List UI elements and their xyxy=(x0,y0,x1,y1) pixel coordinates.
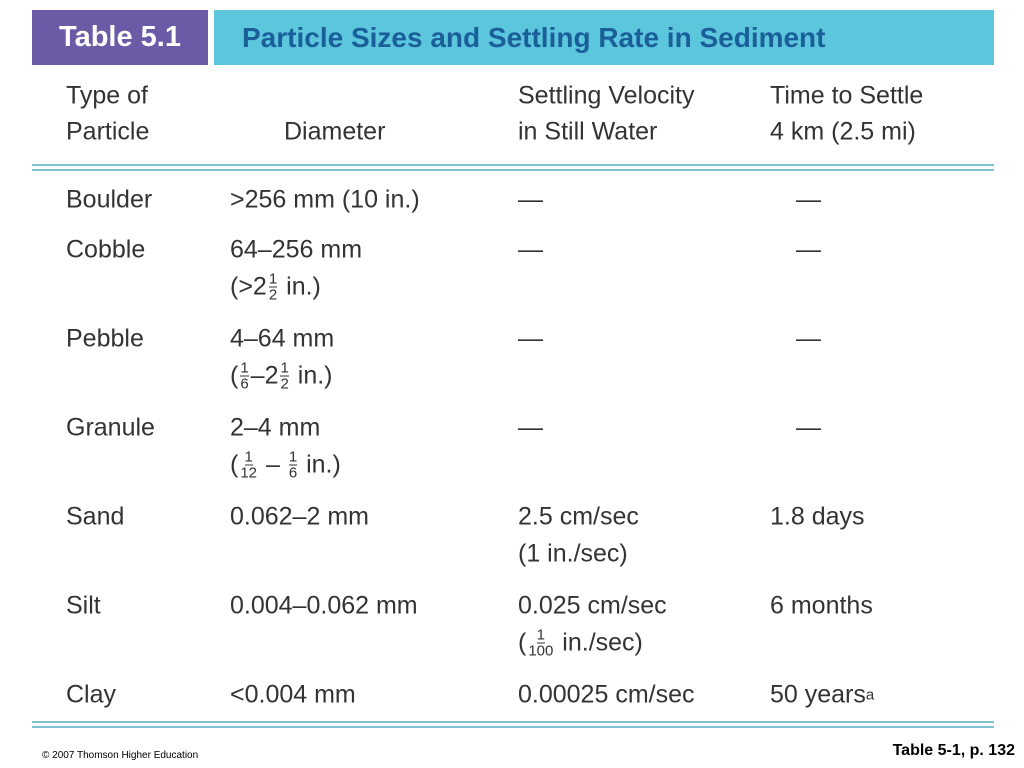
fraction: 1 100 xyxy=(528,628,553,659)
table-cell: (1 in./sec) xyxy=(518,539,628,568)
table-cell: (1 6 –2 1 2 in.) xyxy=(230,361,333,392)
table-cell: Sand xyxy=(66,502,125,531)
table-cell: 6 months xyxy=(770,591,873,620)
table-cell: 2.5 cm/sec xyxy=(518,502,639,531)
table-cell: — xyxy=(518,413,543,442)
denominator: 6 xyxy=(288,464,298,482)
table-cell: 4–64 mm xyxy=(230,324,335,353)
text: in.) xyxy=(290,361,333,390)
column-header: Settling Velocity xyxy=(518,81,695,110)
table-cell: — xyxy=(518,185,543,214)
numerator: 1 xyxy=(268,270,278,288)
text: ( xyxy=(518,628,527,657)
table-cell: 50 years a xyxy=(770,681,874,710)
table-cell: Clay xyxy=(66,680,117,709)
denominator: 2 xyxy=(280,375,289,393)
column-header: Particle xyxy=(66,117,150,146)
table-cell: <0.004 mm xyxy=(230,680,356,709)
column-header: in Still Water xyxy=(518,117,658,146)
text: in.) xyxy=(299,450,341,479)
text: ( xyxy=(230,450,239,479)
table-cell: Boulder xyxy=(66,185,153,214)
column-header: Type of xyxy=(66,81,148,110)
table-cell: Cobble xyxy=(66,235,146,264)
column-header: Diameter xyxy=(284,117,386,146)
table-cell: Granule xyxy=(66,413,155,442)
denominator: 6 xyxy=(240,375,249,393)
numerator: 1 xyxy=(288,448,298,466)
table-cell: 0.00025 cm/sec xyxy=(518,680,695,709)
text: –2 xyxy=(250,361,279,390)
table-cell: 0.062–2 mm xyxy=(230,502,369,531)
numerator: 1 xyxy=(536,626,546,644)
table-cell: — xyxy=(518,235,543,264)
table-cell: — xyxy=(518,324,543,353)
numerator: 1 xyxy=(244,448,253,466)
table-cell: Silt xyxy=(66,591,101,620)
table-cell: 2–4 mm xyxy=(230,413,321,442)
copyright: © 2007 Thomson Higher Education xyxy=(42,750,199,761)
table-cell: (1 100 in./sec) xyxy=(518,628,643,659)
divider xyxy=(32,721,994,728)
denominator: 2 xyxy=(268,286,278,304)
table-title: Particle Sizes and Settling Rate in Sedi… xyxy=(214,10,994,65)
text: – xyxy=(259,450,287,479)
numerator: 1 xyxy=(280,359,289,377)
table-cell: — xyxy=(796,235,821,264)
text: (>2 xyxy=(230,272,267,301)
table-cell: >256 mm (10 in.) xyxy=(230,185,420,214)
table-cell: — xyxy=(796,413,821,442)
column-header: 4 km (2.5 mi) xyxy=(770,117,916,146)
table-label: Table 5.1 xyxy=(32,10,208,65)
table-cell: 0.025 cm/sec xyxy=(518,591,667,620)
footnote-mark: a xyxy=(865,686,875,704)
column-header: Time to Settle xyxy=(770,81,924,110)
table-cell: 0.004–0.062 mm xyxy=(230,591,418,620)
table-cell: — xyxy=(796,185,821,214)
denominator: 100 xyxy=(528,642,554,660)
text: 50 years xyxy=(770,680,866,709)
divider xyxy=(32,164,994,171)
text: in./sec) xyxy=(555,628,643,657)
denominator: 12 xyxy=(240,464,258,482)
numerator: 1 xyxy=(240,359,249,377)
text: in.) xyxy=(279,272,321,301)
table-cell: — xyxy=(796,324,821,353)
table-cell: Pebble xyxy=(66,324,144,353)
fraction: 1 12 xyxy=(240,450,257,481)
table-cell: (>2 1 2 in.) xyxy=(230,272,321,303)
table-cell: 64–256 mm xyxy=(230,235,363,264)
text: ( xyxy=(230,361,239,390)
reference: Table 5-1, p. 132 xyxy=(892,742,1015,759)
table-cell: 1.8 days xyxy=(770,502,865,531)
